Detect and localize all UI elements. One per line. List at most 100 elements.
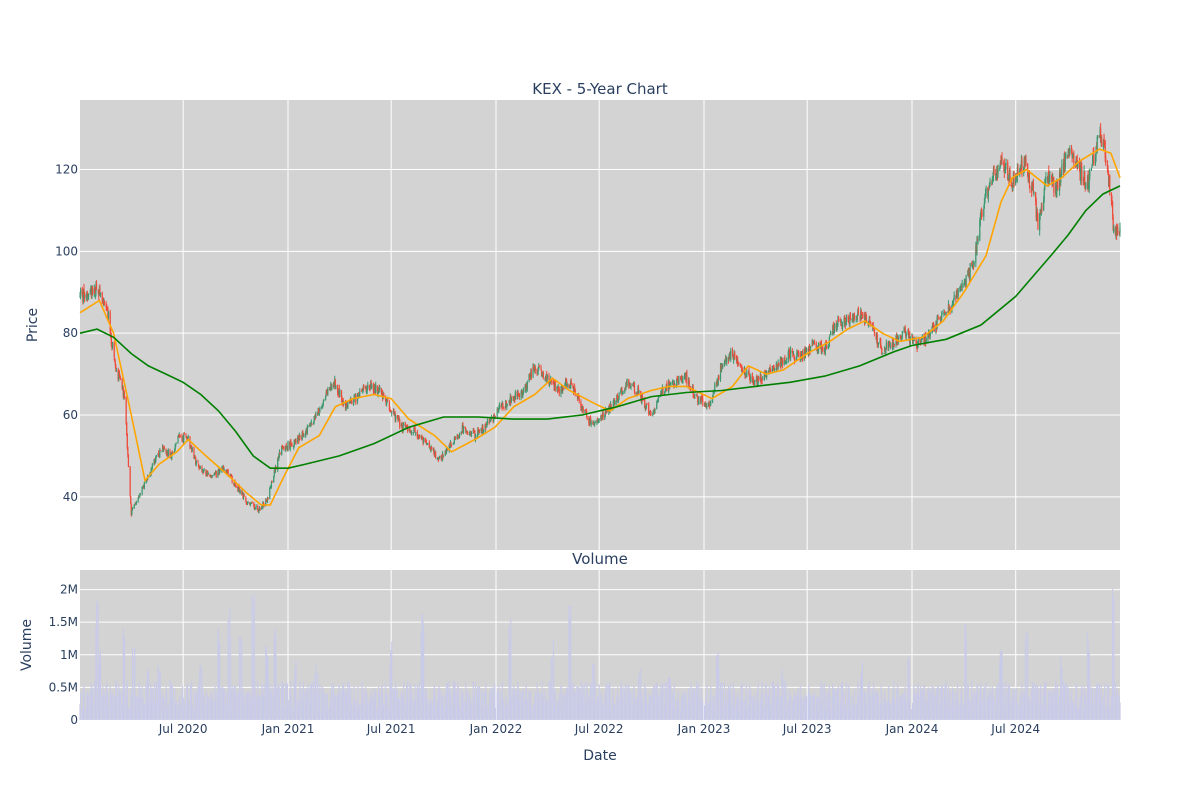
candlestick	[197, 460, 198, 464]
volume-bar	[511, 697, 512, 720]
volume-bar	[854, 689, 855, 720]
volume-bar	[188, 698, 189, 720]
volume-bar	[714, 694, 715, 720]
volume-bar	[303, 690, 304, 720]
volume-bar	[367, 700, 368, 720]
candlestick	[371, 383, 372, 389]
volume-bar	[862, 662, 863, 720]
candle-body	[138, 497, 139, 499]
candle-body	[941, 314, 942, 320]
candle-body	[658, 397, 659, 398]
candlestick	[938, 315, 939, 321]
candle-body	[890, 346, 891, 347]
candlestick	[415, 432, 416, 436]
volume-bar	[331, 683, 332, 720]
candlestick	[367, 382, 368, 390]
candlestick	[1081, 163, 1082, 186]
candlestick	[842, 322, 843, 331]
volume-bar	[479, 687, 480, 720]
volume-bar	[810, 695, 811, 720]
candle-body	[1085, 185, 1086, 189]
volume-bar	[846, 682, 847, 720]
volume-bar	[307, 685, 308, 720]
volume-bar	[818, 698, 819, 720]
candle-body	[870, 321, 871, 323]
candle-body	[319, 413, 320, 414]
candlestick	[438, 457, 439, 462]
candlestick	[267, 497, 268, 500]
candlestick	[318, 408, 319, 413]
candlestick	[702, 396, 703, 407]
candlestick	[734, 351, 735, 360]
candlestick	[1037, 213, 1038, 230]
candle-body	[127, 434, 128, 448]
candle-body	[183, 434, 184, 442]
candlestick	[981, 209, 982, 217]
candlestick	[587, 416, 588, 420]
volume-bar	[251, 596, 252, 720]
candle-body	[1091, 169, 1092, 170]
candle-body	[108, 311, 109, 318]
candlestick	[84, 291, 85, 302]
volume-bar	[431, 705, 432, 720]
volume-bar	[750, 690, 751, 720]
volume-bar	[503, 699, 504, 720]
candle-body	[427, 443, 428, 444]
candle-body	[650, 413, 651, 414]
volume-bar	[248, 691, 249, 720]
candlestick	[311, 423, 312, 425]
candlestick	[772, 366, 773, 372]
candlestick	[882, 353, 883, 355]
candlestick	[902, 331, 903, 339]
candlestick	[1025, 155, 1026, 167]
volume-bar	[782, 677, 783, 720]
candlestick	[152, 463, 153, 470]
volume-bar	[543, 698, 544, 720]
candle-body	[630, 387, 631, 388]
volume-bar	[778, 686, 779, 720]
candlestick	[414, 426, 415, 433]
candlestick	[790, 346, 791, 361]
candlestick	[347, 401, 348, 409]
volume-bar	[475, 682, 476, 720]
candlestick	[1013, 171, 1014, 188]
volume-bar	[571, 683, 572, 720]
candlestick	[100, 292, 101, 297]
candle-body	[197, 462, 198, 463]
candle-body	[656, 403, 657, 409]
candle-body	[694, 395, 695, 396]
volume-bar	[168, 704, 169, 720]
candle-body	[1005, 163, 1006, 165]
candlestick	[287, 441, 288, 452]
candlestick	[686, 370, 687, 387]
volume-bar	[858, 694, 859, 720]
candlestick	[334, 381, 335, 389]
volume-bar	[88, 695, 89, 720]
volume-bar	[439, 689, 440, 720]
candlestick	[970, 263, 971, 283]
candlestick	[467, 431, 468, 435]
volume-bar	[100, 651, 101, 720]
candlestick	[327, 387, 328, 396]
candle-body	[910, 337, 911, 345]
volume-bar	[662, 684, 663, 720]
candle-body	[874, 329, 875, 333]
volume-bar	[271, 687, 272, 720]
candle-body	[724, 362, 725, 363]
candlestick	[599, 418, 600, 423]
candlestick	[331, 383, 332, 390]
candle-body	[978, 239, 979, 240]
volume-bar	[283, 708, 284, 720]
candlestick	[854, 312, 855, 320]
candlestick	[559, 387, 560, 397]
candlestick	[168, 448, 169, 457]
candle-body	[454, 438, 455, 443]
candlestick	[1101, 135, 1102, 147]
candlestick	[363, 384, 364, 390]
candlestick	[894, 344, 895, 347]
candlestick	[427, 443, 428, 445]
candle-body	[762, 380, 763, 381]
candle-body	[116, 370, 117, 371]
candlestick	[471, 431, 472, 437]
volume-bar	[259, 695, 260, 720]
